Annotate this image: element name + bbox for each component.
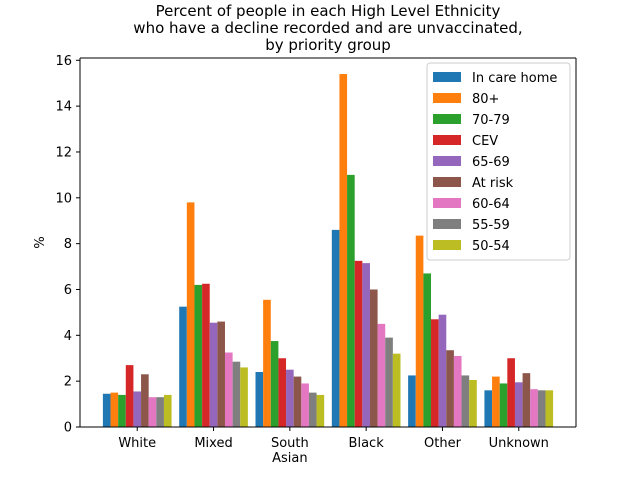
legend-label: CEV [472, 134, 498, 149]
bar [232, 361, 241, 427]
legend-swatch [433, 156, 461, 166]
bar [537, 390, 546, 427]
bar [484, 390, 493, 427]
bar [194, 284, 203, 427]
bar [354, 260, 363, 427]
chart-title-line: by priority group [265, 36, 391, 54]
bar [133, 391, 142, 427]
bar [316, 394, 325, 427]
bar [385, 337, 393, 427]
bar [263, 299, 271, 427]
bar [125, 365, 134, 427]
bar [217, 321, 225, 427]
bar [202, 283, 210, 427]
y-tick-label: 2 [64, 375, 72, 390]
legend-label: 50-54 [472, 239, 510, 254]
bar [431, 319, 439, 427]
x-tick-label: Unknown [489, 436, 549, 451]
bar [545, 390, 554, 427]
bar [278, 358, 287, 427]
bar [118, 394, 126, 427]
y-tick-label: 16 [55, 54, 72, 69]
y-tick-label: 12 [55, 145, 72, 160]
bar [240, 367, 248, 427]
bar [408, 375, 416, 427]
bar [308, 392, 317, 427]
bar [293, 376, 302, 427]
legend-swatch [433, 72, 461, 82]
x-tick-label: Black [349, 436, 385, 451]
bar [270, 341, 279, 427]
bar [423, 273, 432, 427]
bar [224, 352, 233, 427]
bar [492, 376, 500, 427]
legend-label: 60-64 [472, 197, 510, 212]
bar [102, 393, 111, 427]
bar [347, 174, 355, 427]
x-tick-label: Asian [272, 451, 307, 466]
x-tick-label: White [118, 436, 156, 451]
bar [148, 397, 157, 427]
legend-swatch [433, 219, 461, 229]
legend-label: 70-79 [472, 113, 510, 128]
bar [469, 380, 477, 427]
bar [362, 263, 370, 427]
legend-swatch [433, 93, 461, 103]
legend-label: 80+ [472, 92, 499, 107]
bar [530, 389, 538, 427]
bar [163, 394, 172, 427]
y-tick-label: 14 [55, 100, 72, 115]
bar [141, 374, 149, 427]
legend-swatch [433, 198, 461, 208]
bar [186, 202, 195, 427]
chart-title-line: Percent of people in each High Level Eth… [156, 2, 501, 20]
legend-label: 55-59 [472, 218, 510, 233]
bar [514, 382, 523, 427]
bar [415, 235, 424, 427]
bar [507, 358, 515, 427]
y-tick-label: 0 [64, 421, 72, 436]
bar [377, 323, 386, 427]
bar [461, 375, 470, 427]
bar [339, 74, 348, 427]
x-tick-label: South [271, 436, 309, 451]
legend-label: 65-69 [472, 155, 510, 170]
chart-title-line: who have a decline recorded and are unva… [133, 19, 522, 37]
bar [438, 314, 447, 427]
legend-swatch [433, 114, 461, 124]
bar [499, 383, 508, 427]
y-tick-label: 10 [55, 191, 72, 206]
legend-label: At risk [472, 176, 514, 191]
bar [392, 353, 401, 427]
bar [331, 229, 340, 427]
x-tick-label: Other [424, 436, 462, 451]
legend-swatch [433, 135, 461, 145]
bar [286, 369, 294, 427]
y-tick-label: 8 [64, 237, 72, 252]
y-tick-label: 4 [64, 329, 72, 344]
y-axis-label: % [33, 236, 48, 248]
bar [179, 306, 187, 427]
bar [301, 383, 309, 427]
bar [522, 373, 531, 427]
x-tick-label: Mixed [194, 436, 232, 451]
legend-swatch [433, 177, 461, 187]
legend-label: In care home [472, 71, 557, 86]
y-tick-label: 6 [64, 283, 72, 298]
bar [255, 371, 264, 427]
bar [369, 289, 378, 427]
legend-box [426, 62, 571, 261]
legend-swatch [433, 240, 461, 250]
bar [209, 322, 218, 427]
bar [110, 392, 119, 427]
bar [446, 350, 454, 427]
bar [156, 397, 164, 427]
bar [453, 355, 462, 427]
